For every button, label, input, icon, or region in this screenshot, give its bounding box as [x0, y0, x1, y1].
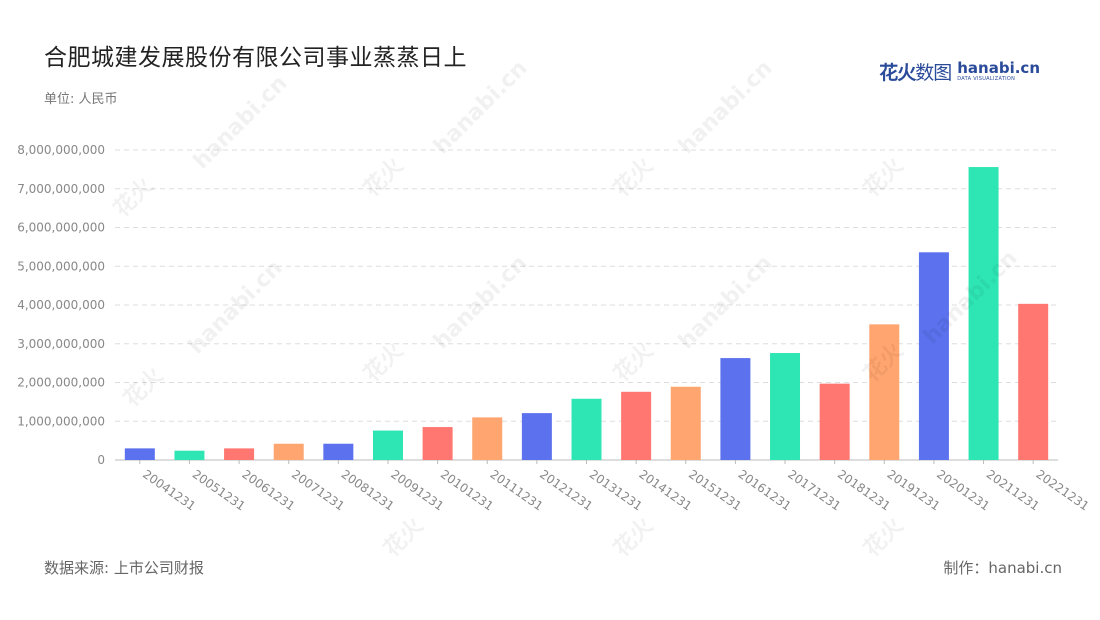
bar [273, 443, 304, 460]
x-tick-label: 20081231 [339, 467, 397, 514]
bar [720, 358, 751, 460]
logo-cn-bold: 花火 [879, 62, 916, 84]
x-tick-label: 20131231 [587, 467, 645, 514]
x-tick-label: 20071231 [289, 467, 347, 514]
bar [1018, 303, 1049, 460]
x-tick-label: 20141231 [636, 467, 694, 514]
y-tick-label: 8,000,000,000 [17, 143, 105, 157]
bar [968, 167, 999, 461]
y-tick-label: 0 [97, 453, 105, 467]
bar [819, 383, 850, 460]
bar [323, 443, 354, 460]
y-tick-label: 3,000,000,000 [17, 337, 105, 351]
logo-en-main: hanabi.cn [957, 59, 1040, 77]
logo-cn-light: 数图 [915, 62, 952, 84]
x-tick-label: 20171231 [785, 467, 843, 514]
bar [869, 324, 900, 460]
bar [670, 386, 701, 460]
data-source: 数据来源: 上市公司财报 [44, 559, 204, 577]
bar [918, 252, 949, 460]
y-tick-label: 2,000,000,000 [17, 376, 105, 390]
x-tick-label: 20201231 [934, 467, 992, 514]
x-tick-label: 20211231 [984, 467, 1042, 514]
brand-logo-cn: 花火数图 [879, 58, 952, 85]
bar [472, 417, 503, 460]
x-tick-label: 20101231 [438, 467, 496, 514]
x-tick-label: 20121231 [537, 467, 595, 514]
brand-logo-en: hanabi.cn DATA VISUALIZATION [957, 61, 1040, 82]
x-tick-label: 20051231 [190, 467, 248, 514]
bar [124, 448, 155, 460]
chart-title: 合肥城建发展股份有限公司事业蒸蒸日上 [44, 45, 467, 71]
x-tick-label: 20151231 [686, 467, 744, 514]
bar [571, 398, 602, 460]
bar [422, 427, 453, 460]
y-tick-label: 6,000,000,000 [17, 221, 105, 235]
bar [770, 353, 801, 460]
x-tick-label: 20181231 [835, 467, 893, 514]
unit-label: 单位: 人民币 [44, 92, 118, 107]
y-tick-label: 5,000,000,000 [17, 259, 105, 273]
x-tick-label: 20061231 [239, 467, 297, 514]
bar [174, 450, 205, 460]
x-tick-label: 20221231 [1033, 467, 1091, 514]
bar [372, 430, 403, 460]
bar [224, 448, 255, 460]
y-tick-label: 7,000,000,000 [17, 182, 105, 196]
x-tick-label: 20091231 [388, 467, 446, 514]
x-tick-label: 20111231 [488, 467, 546, 514]
bar [621, 391, 652, 460]
brand-logo: 花火数图 hanabi.cn DATA VISUALIZATION [879, 58, 1040, 85]
x-tick-label: 20191231 [885, 467, 943, 514]
x-tick-label: 20041231 [140, 467, 198, 514]
y-tick-label: 1,000,000,000 [17, 414, 105, 428]
maker-credit: 制作：hanabi.cn [943, 559, 1062, 577]
x-tick-label: 20161231 [736, 467, 794, 514]
logo-en-sub: DATA VISUALIZATION [957, 76, 1016, 82]
y-tick-label: 4,000,000,000 [17, 298, 105, 312]
bar [521, 413, 552, 460]
